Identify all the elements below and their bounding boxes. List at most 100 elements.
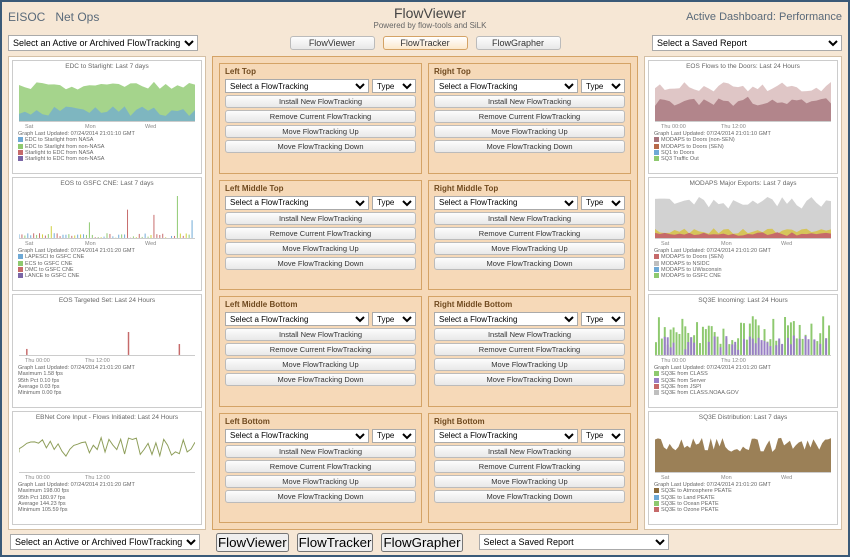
flowgrapher-button[interactable]: FlowGrapher bbox=[476, 36, 561, 50]
chart-legend: Graph Last Updated: 07/24/2014 21:01:20 … bbox=[15, 365, 199, 397]
panel-tracking-select[interactable]: Select a FlowTracking bbox=[225, 196, 369, 210]
config-panel: Right Top Select a FlowTracking Type Ins… bbox=[428, 63, 631, 174]
link-eisoc[interactable]: EISOC bbox=[8, 10, 45, 24]
flowtracker-button-bottom[interactable]: FlowTracker bbox=[297, 533, 374, 552]
header-links: EISOC Net Ops bbox=[8, 10, 218, 24]
chart-title: EOS Targeted Set: Last 24 Hours bbox=[15, 297, 199, 304]
chart-title: EOS Flows to the Doors: Last 24 Hours bbox=[651, 63, 835, 70]
move-down-button[interactable]: Move FlowTracking Down bbox=[225, 373, 416, 386]
move-down-button[interactable]: Move FlowTracking Down bbox=[434, 490, 625, 503]
report-select-bottom[interactable]: Select a Saved Report bbox=[479, 534, 669, 550]
legend-line: LANCE to GSFC CNE bbox=[18, 273, 196, 279]
panel-type-select[interactable]: Type bbox=[372, 312, 416, 326]
tracking-select-top[interactable]: Select an Active or Archived FlowTrackin… bbox=[8, 35, 198, 51]
remove-button[interactable]: Remove Current FlowTracking bbox=[434, 227, 625, 240]
remove-button[interactable]: Remove Current FlowTracking bbox=[225, 227, 416, 240]
legend-line: Minimum 0.00 fps bbox=[18, 390, 196, 396]
remove-button[interactable]: Remove Current FlowTracking bbox=[434, 460, 625, 473]
chart-thumbnail[interactable]: EDC to Starlight: Last 7 days SatMonWed … bbox=[12, 60, 202, 174]
move-down-button[interactable]: Move FlowTracking Down bbox=[225, 257, 416, 270]
report-select-top[interactable]: Select a Saved Report bbox=[652, 35, 842, 51]
move-down-button[interactable]: Move FlowTracking Down bbox=[225, 140, 416, 153]
chart-legend: Graph Last Updated: 07/24/2014 21:01:20 … bbox=[651, 248, 835, 280]
flowtracker-button[interactable]: FlowTracker bbox=[383, 36, 468, 50]
remove-button[interactable]: Remove Current FlowTracking bbox=[434, 343, 625, 356]
chart-thumbnail[interactable]: EOS to GSFC CNE: Last 7 days SatMonWed G… bbox=[12, 177, 202, 291]
install-button[interactable]: Install New FlowTracking bbox=[225, 445, 416, 458]
chart-area bbox=[19, 423, 195, 473]
chart-area bbox=[19, 189, 195, 239]
remove-button[interactable]: Remove Current FlowTracking bbox=[434, 110, 625, 123]
chart-area bbox=[655, 423, 831, 473]
chart-area bbox=[19, 306, 195, 356]
move-up-button[interactable]: Move FlowTracking Up bbox=[225, 475, 416, 488]
flowviewer-button[interactable]: FlowViewer bbox=[290, 36, 375, 50]
install-button[interactable]: Install New FlowTracking bbox=[225, 212, 416, 225]
link-netops[interactable]: Net Ops bbox=[55, 10, 99, 24]
flowgrapher-button-bottom[interactable]: FlowGrapher bbox=[381, 533, 462, 552]
install-button[interactable]: Install New FlowTracking bbox=[434, 328, 625, 341]
chart-legend: Graph Last Updated: 07/24/2014 21:01:20 … bbox=[15, 482, 199, 514]
tracking-select-bottom[interactable]: Select an Active or Archived FlowTrackin… bbox=[10, 534, 200, 550]
panel-type-select[interactable]: Type bbox=[372, 196, 416, 210]
chart-area bbox=[19, 72, 195, 122]
panel-tracking-select[interactable]: Select a FlowTracking bbox=[434, 79, 578, 93]
move-down-button[interactable]: Move FlowTracking Down bbox=[225, 490, 416, 503]
flowviewer-button-bottom[interactable]: FlowViewer bbox=[216, 533, 289, 552]
app-subtitle: Powered by flow-tools and SiLK bbox=[218, 21, 642, 30]
panel-type-select[interactable]: Type bbox=[372, 429, 416, 443]
panel-title: Right Middle Top bbox=[434, 184, 625, 193]
panel-tracking-select[interactable]: Select a FlowTracking bbox=[434, 312, 578, 326]
chart-area bbox=[655, 72, 831, 122]
remove-button[interactable]: Remove Current FlowTracking bbox=[225, 343, 416, 356]
move-down-button[interactable]: Move FlowTracking Down bbox=[434, 140, 625, 153]
panel-title: Left Middle Bottom bbox=[225, 300, 416, 309]
install-button[interactable]: Install New FlowTracking bbox=[434, 445, 625, 458]
panel-type-select[interactable]: Type bbox=[581, 79, 625, 93]
chart-thumbnail[interactable]: EOS Flows to the Doors: Last 24 Hours Th… bbox=[648, 60, 838, 174]
panel-tracking-select[interactable]: Select a FlowTracking bbox=[434, 429, 578, 443]
chart-thumbnail[interactable]: EOS Targeted Set: Last 24 Hours Thu 00:0… bbox=[12, 294, 202, 408]
move-up-button[interactable]: Move FlowTracking Up bbox=[225, 125, 416, 138]
chart-thumbnail[interactable]: MODAPS Major Exports: Last 7 days SatMon… bbox=[648, 177, 838, 291]
chart-thumbnail[interactable]: EBNet Core Input - Flows Initiated: Last… bbox=[12, 411, 202, 525]
left-thumbnails-column: EDC to Starlight: Last 7 days SatMonWed … bbox=[8, 56, 206, 530]
legend-line: Minimum 105.59 fps bbox=[18, 507, 196, 513]
remove-button[interactable]: Remove Current FlowTracking bbox=[225, 460, 416, 473]
dashboard-label: Active Dashboard: Performance bbox=[642, 11, 842, 23]
remove-button[interactable]: Remove Current FlowTracking bbox=[225, 110, 416, 123]
app-title: FlowViewer bbox=[218, 5, 642, 21]
panel-type-select[interactable]: Type bbox=[581, 312, 625, 326]
config-panel: Left Middle Top Select a FlowTracking Ty… bbox=[219, 180, 422, 291]
panel-type-select[interactable]: Type bbox=[372, 79, 416, 93]
chart-title: MODAPS Major Exports: Last 7 days bbox=[651, 180, 835, 187]
chart-legend: Graph Last Updated: 07/24/2014 21:01:20 … bbox=[651, 365, 835, 397]
install-button[interactable]: Install New FlowTracking bbox=[225, 95, 416, 108]
move-up-button[interactable]: Move FlowTracking Up bbox=[225, 358, 416, 371]
move-up-button[interactable]: Move FlowTracking Up bbox=[434, 125, 625, 138]
move-down-button[interactable]: Move FlowTracking Down bbox=[434, 373, 625, 386]
panel-tracking-select[interactable]: Select a FlowTracking bbox=[225, 312, 369, 326]
chart-legend: Graph Last Updated: 07/24/2014 21:01:10 … bbox=[651, 131, 835, 163]
panel-tracking-select[interactable]: Select a FlowTracking bbox=[225, 429, 369, 443]
panel-title: Left Top bbox=[225, 67, 416, 76]
install-button[interactable]: Install New FlowTracking bbox=[225, 328, 416, 341]
move-up-button[interactable]: Move FlowTracking Up bbox=[225, 242, 416, 255]
move-down-button[interactable]: Move FlowTracking Down bbox=[434, 257, 625, 270]
chart-legend: Graph Last Updated: 07/24/2014 21:01:20 … bbox=[15, 248, 199, 280]
install-button[interactable]: Install New FlowTracking bbox=[434, 95, 625, 108]
install-button[interactable]: Install New FlowTracking bbox=[434, 212, 625, 225]
panel-type-select[interactable]: Type bbox=[581, 429, 625, 443]
chart-title: EBNet Core Input - Flows Initiated: Last… bbox=[15, 414, 199, 421]
move-up-button[interactable]: Move FlowTracking Up bbox=[434, 475, 625, 488]
move-up-button[interactable]: Move FlowTracking Up bbox=[434, 242, 625, 255]
chart-thumbnail[interactable]: SQ3E Distribution: Last 7 days SatMonWed… bbox=[648, 411, 838, 525]
chart-thumbnail[interactable]: SQ3E Incoming: Last 24 Hours Thu 00:00Th… bbox=[648, 294, 838, 408]
header-title-block: FlowViewer Powered by flow-tools and SiL… bbox=[218, 5, 642, 30]
panel-tracking-select[interactable]: Select a FlowTracking bbox=[434, 196, 578, 210]
panel-type-select[interactable]: Type bbox=[581, 196, 625, 210]
move-up-button[interactable]: Move FlowTracking Up bbox=[434, 358, 625, 371]
panel-title: Left Middle Top bbox=[225, 184, 416, 193]
chart-title: EDC to Starlight: Last 7 days bbox=[15, 63, 199, 70]
panel-tracking-select[interactable]: Select a FlowTracking bbox=[225, 79, 369, 93]
